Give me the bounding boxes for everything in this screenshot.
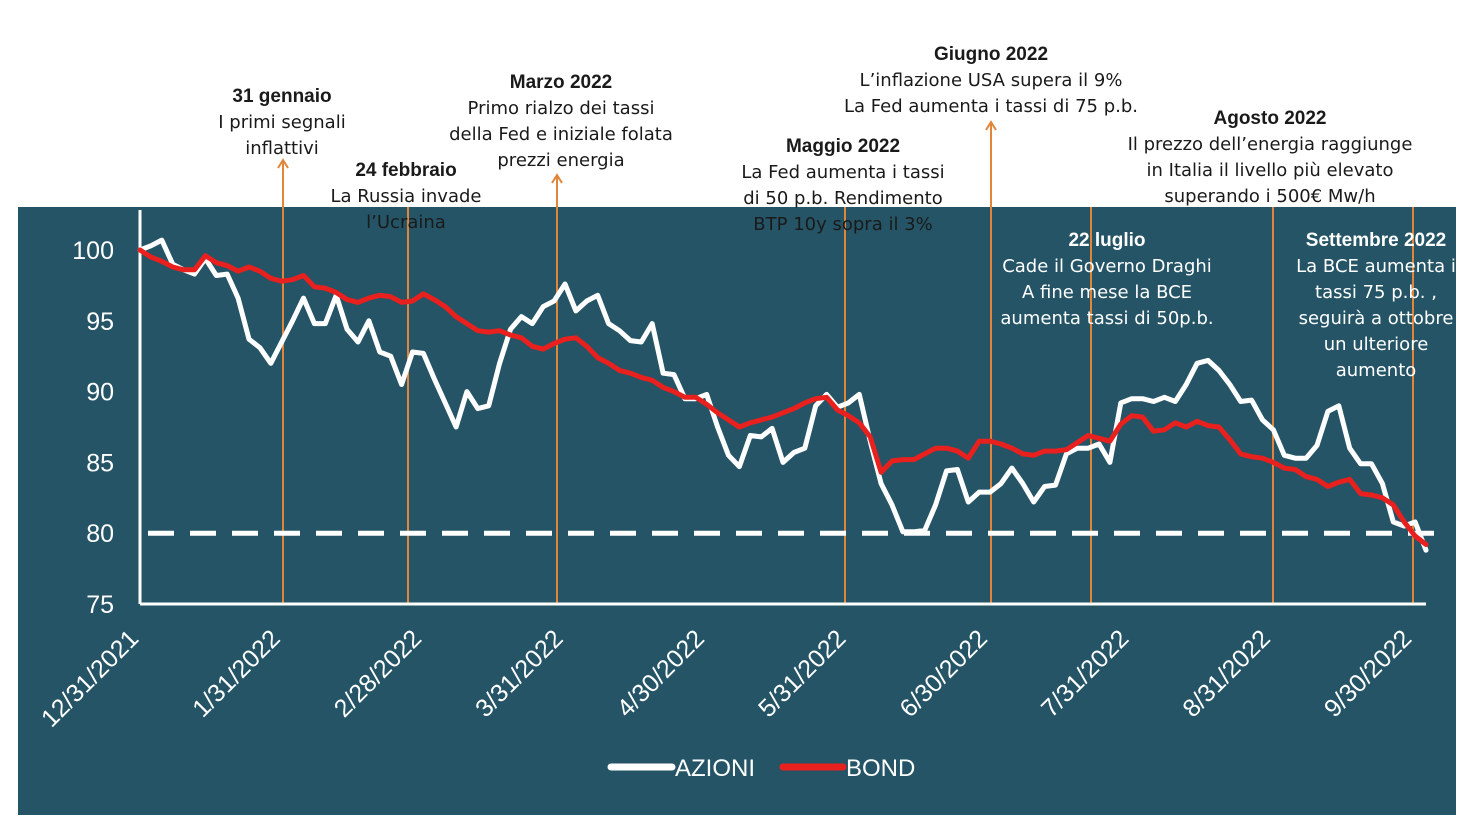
annotation-text: della Fed e iniziale folata <box>449 124 673 145</box>
annotation: 31 gennaio I primi segnali inflattivi <box>218 84 345 162</box>
annotation-text: I primi segnali <box>218 112 346 133</box>
y-tick-label: 95 <box>86 308 114 336</box>
annotation-text: seguirà a ottobre <box>1298 308 1454 329</box>
annotation-text: Cade il Governo Draghi <box>1002 256 1212 277</box>
series-line-bond <box>137 247 1429 547</box>
annotation-text: prezzi energia <box>497 150 625 171</box>
annotation-text: La Fed aumenta i tassi <box>741 162 945 183</box>
annotation: Agosto 2022 Il prezzo dell’energia raggiu… <box>1128 106 1413 210</box>
annotation-title: Marzo 2022 <box>509 72 613 93</box>
annotation-text: A fine mese la BCE <box>1021 282 1193 303</box>
annotation-title: Agosto 2022 <box>1213 108 1327 129</box>
annotation-title: Giugno 2022 <box>933 44 1049 65</box>
annotation: Maggio 2022 La Fed aumenta i tassi di 50 p… <box>741 134 944 238</box>
legend-label-bond: BOND <box>846 755 915 782</box>
annotation: Settembre 2022 La BCE aumenta i tassi 75 p… <box>1296 228 1456 384</box>
annotation: 22 luglio Cade il Governo Draghi A fine me… <box>1000 228 1213 332</box>
annotation: Marzo 2022 Primo rialzo dei tassi della Fe… <box>449 70 673 174</box>
annotation-title: Maggio 2022 <box>785 136 901 157</box>
y-tick-label: 100 <box>72 237 114 265</box>
annotation-title: Settembre 2022 <box>1305 230 1447 251</box>
annotation: Giugno 2022 L’inflazione USA supera il 9%… <box>844 42 1138 120</box>
annotation-text: La Russia invade <box>330 186 482 207</box>
annotation-title: 22 luglio <box>1068 230 1146 251</box>
annotation-text: Primo rialzo dei tassi <box>467 98 655 119</box>
annotation-text: La BCE aumenta i <box>1296 256 1456 277</box>
annotation-text: aumento <box>1335 360 1417 381</box>
series-line-azioni <box>137 237 1429 553</box>
chart-background <box>18 207 1456 815</box>
annotation-arrowhead <box>551 173 563 184</box>
y-tick-label: 85 <box>86 449 114 477</box>
annotation-text: un ulteriore <box>1323 334 1429 355</box>
annotation-text: l’Ucraina <box>366 212 446 233</box>
annotation-text: Il prezzo dell’energia raggiunge <box>1127 134 1413 155</box>
legend-label-azioni: AZIONI <box>675 755 755 782</box>
annotation-text: di 50 p.b. Rendimento <box>743 188 943 209</box>
annotation-arrowhead <box>277 158 289 169</box>
annotation-text: aumenta tassi di 50p.b. <box>1000 308 1214 329</box>
annotation-text: superando i 500€ Mw/h <box>1164 186 1376 207</box>
annotation-arrowhead <box>985 120 997 131</box>
annotation-text: BTP 10y sopra il 3% <box>753 214 933 235</box>
annotation-title: 24 febbraio <box>355 160 457 181</box>
annotation-title: 31 gennaio <box>232 86 332 107</box>
annotation: 24 febbraio La Russia invade l’Ucraina <box>331 158 482 236</box>
annotation-text: in Italia il livello più elevato <box>1146 160 1394 181</box>
annotation-text: L’inflazione USA supera il 9% <box>859 70 1123 91</box>
y-tick-label: 80 <box>86 520 114 548</box>
annotation-text: inflattivi <box>245 138 319 159</box>
annotation-text: La Fed aumenta i tassi di 75 p.b. <box>844 96 1138 117</box>
y-tick-label: 90 <box>86 379 114 407</box>
y-tick-label: 75 <box>86 591 114 619</box>
annotation-text: tassi 75 p.b. , <box>1315 282 1437 303</box>
